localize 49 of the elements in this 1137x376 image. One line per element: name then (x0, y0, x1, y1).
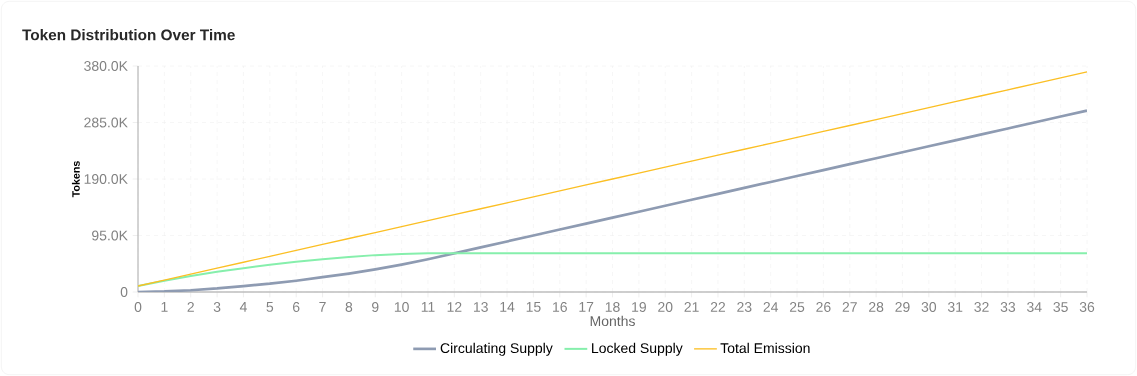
x-tick-label: 32 (974, 302, 989, 312)
x-tick-label: 22 (710, 302, 726, 312)
x-tick-label: 17 (579, 302, 594, 312)
x-tick-label: 6 (292, 302, 300, 312)
x-axis-title: Months (590, 315, 635, 327)
x-tick-label: 7 (319, 302, 326, 312)
legend-label: Locked Supply (592, 342, 683, 356)
x-tick-label: 25 (789, 302, 805, 312)
x-tick-label: 20 (658, 302, 673, 312)
x-tick-label: 27 (842, 302, 857, 312)
x-tick-label: 23 (737, 302, 752, 312)
x-tick-label: 8 (345, 302, 353, 312)
x-tick-label: 0 (134, 302, 142, 312)
y-axis-title: Tokens (71, 161, 80, 198)
line-series (138, 71, 1088, 287)
x-tick-label: 5 (266, 302, 274, 312)
y-tick-label: 285.0K (84, 117, 128, 128)
x-tick-label: 9 (372, 302, 379, 312)
x-tick-label: 28 (869, 302, 884, 312)
x-tick-label: 29 (895, 302, 910, 312)
x-tick-label: 16 (553, 302, 567, 312)
x-tick-label: 26 (816, 302, 831, 312)
x-tick-label: 31 (947, 302, 963, 312)
x-tick-label: 19 (632, 302, 646, 312)
y-tick-label: 190.0K (84, 174, 128, 184)
x-tick-label: 3 (213, 302, 221, 312)
x-tick-label: 1 (161, 302, 168, 312)
legend-label: Circulating Supply (440, 342, 553, 356)
x-tick-label: 10 (394, 302, 409, 312)
x-tick-label: 35 (1053, 302, 1068, 312)
y-tick-label: 0 (120, 287, 128, 297)
x-tick-label: 4 (239, 302, 247, 312)
x-tick-label: 12 (447, 302, 462, 312)
x-tick-label: 30 (921, 302, 937, 312)
x-tick-label: 2 (187, 302, 194, 312)
x-tick-label: 13 (473, 302, 488, 312)
x-tick-label: 14 (500, 302, 515, 312)
x-tick-label: 18 (605, 302, 620, 312)
x-tick-label: 34 (1027, 302, 1042, 312)
x-tick-label: 33 (1000, 302, 1016, 312)
x-tick-label: 24 (763, 302, 779, 312)
legend-label: Total Emission (720, 342, 810, 354)
y-tick-label: 380.0K (84, 61, 128, 71)
x-tick-label: 36 (1079, 302, 1095, 312)
x-tick-label: 15 (526, 302, 541, 312)
x-tick-label: 21 (684, 302, 699, 312)
x-tick-label: 11 (421, 302, 435, 312)
y-tick-label: 95.0K (92, 230, 128, 241)
chart-title: Token Distribution Over Time (22, 29, 235, 41)
